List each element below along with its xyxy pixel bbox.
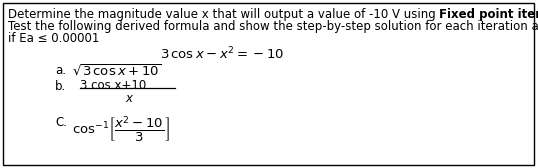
Text: a.: a. [55, 64, 66, 77]
Text: $\sqrt{3\,\cos x + 10}$: $\sqrt{3\,\cos x + 10}$ [72, 64, 162, 79]
Text: $3\,\cos x - x^2 = -10$: $3\,\cos x - x^2 = -10$ [160, 46, 284, 63]
Text: $x$: $x$ [125, 92, 134, 105]
Text: C.: C. [55, 116, 67, 129]
Text: b.: b. [55, 80, 66, 93]
Text: $\cos^{-1}\!\left[\dfrac{x^2-10}{3}\right]$: $\cos^{-1}\!\left[\dfrac{x^2-10}{3}\righ… [72, 114, 169, 144]
Text: 3 cos x+10: 3 cos x+10 [80, 79, 146, 92]
Text: Determine the magnitude value x that will output a value of -10 V using: Determine the magnitude value x that wil… [8, 8, 440, 21]
Text: Fixed point iteration method: Fixed point iteration method [440, 8, 538, 21]
Text: if Ea ≤ 0.00001: if Ea ≤ 0.00001 [8, 32, 100, 45]
Text: Test the following derived formula and show the step-by-step solution for each i: Test the following derived formula and s… [8, 20, 538, 33]
